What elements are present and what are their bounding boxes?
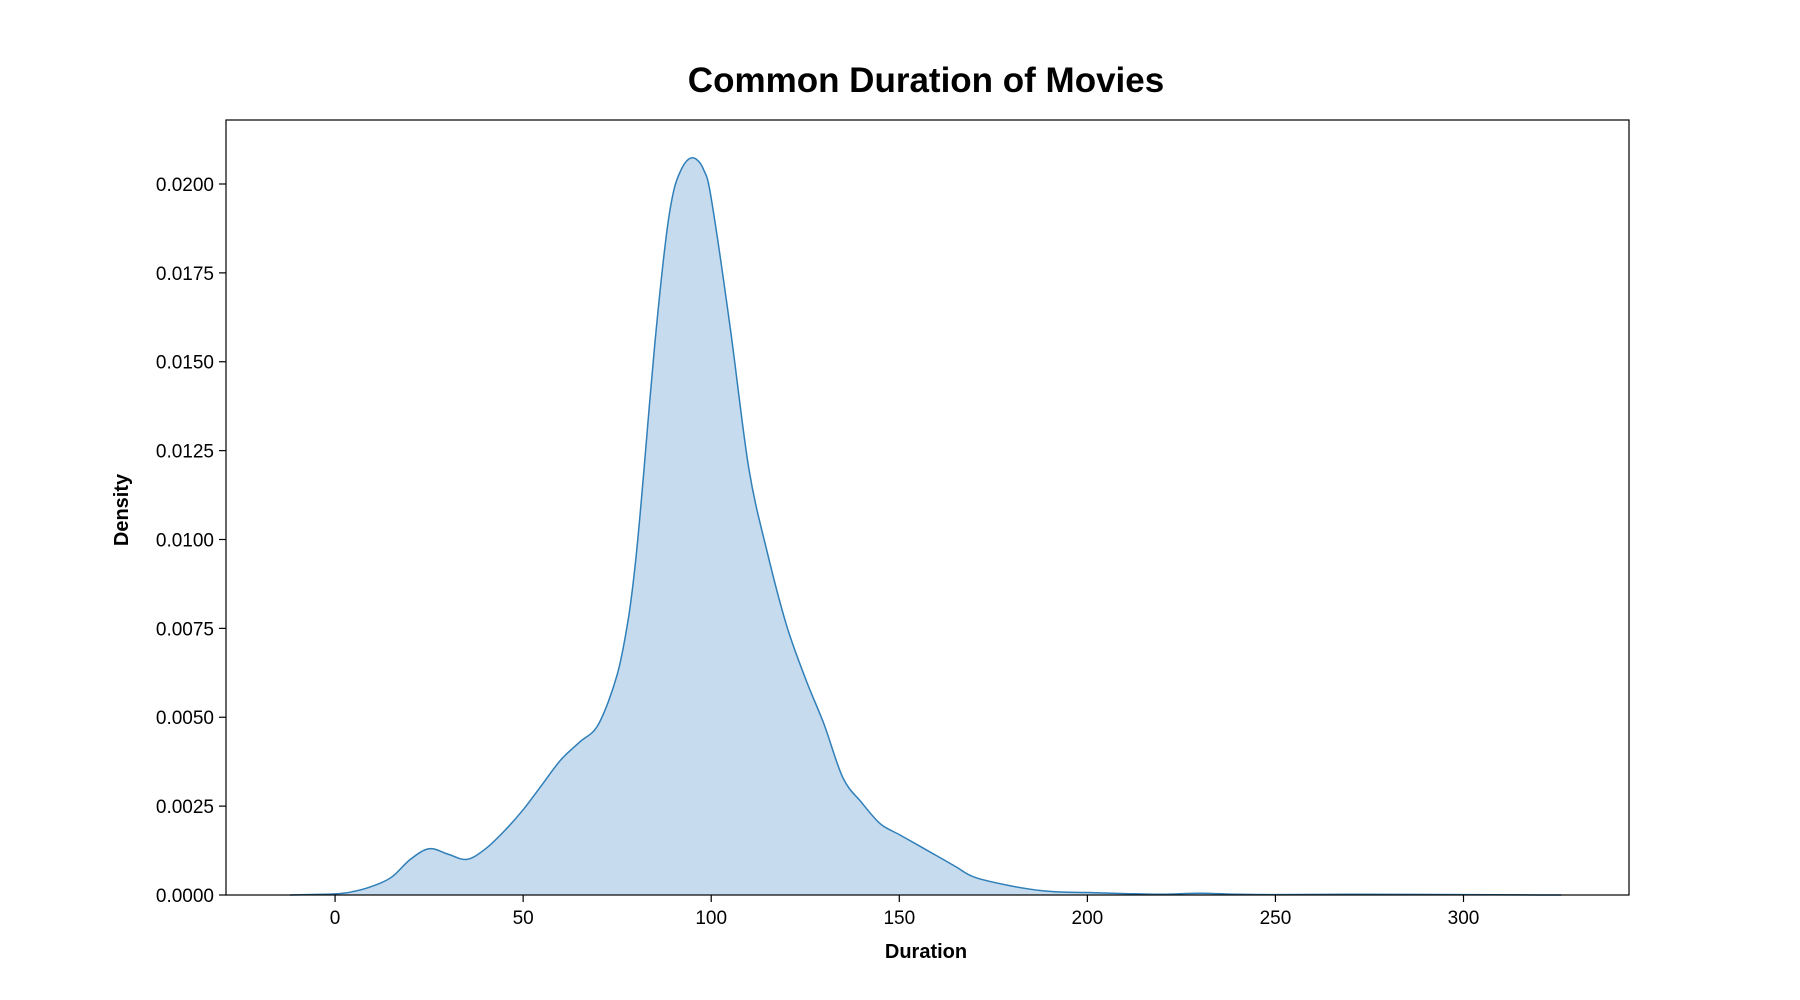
plot-frame [225,119,1630,896]
y-tick-label: 0.0200 [156,175,214,196]
y-tick-label: 0.0050 [156,708,214,729]
y-tick-label: 0.0075 [156,619,214,640]
y-axis-label: Density [111,473,133,546]
x-tick-label: 100 [695,908,727,929]
density-area [289,157,1562,896]
x-tick-label: 300 [1448,908,1480,929]
chart-title: Common Duration of Movies [688,61,1164,100]
plot-area [225,119,1630,896]
y-axis: 0.0000 0.0025 0.0050 0.0075 0.0100 0.0125 0.01… [156,175,226,907]
x-tick-label: 150 [883,908,915,929]
y-tick-label: 0.0150 [156,353,214,374]
x-axis-label: Duration [885,941,967,963]
y-tick-label: 0.0175 [156,264,214,285]
y-tick-label: 0.0000 [156,886,214,907]
y-tick-label: 0.0025 [156,797,214,818]
density-line [289,157,1562,896]
x-tick-label: 0 [330,908,341,929]
x-tick-label: 200 [1072,908,1104,929]
y-tick-label: 0.0125 [156,442,214,463]
y-tick-label: 0.0100 [156,530,214,551]
x-tick-label: 50 [513,908,534,929]
x-axis: 0 50 100 150 200 250 300 [330,895,1480,929]
x-tick-label: 250 [1260,908,1292,929]
